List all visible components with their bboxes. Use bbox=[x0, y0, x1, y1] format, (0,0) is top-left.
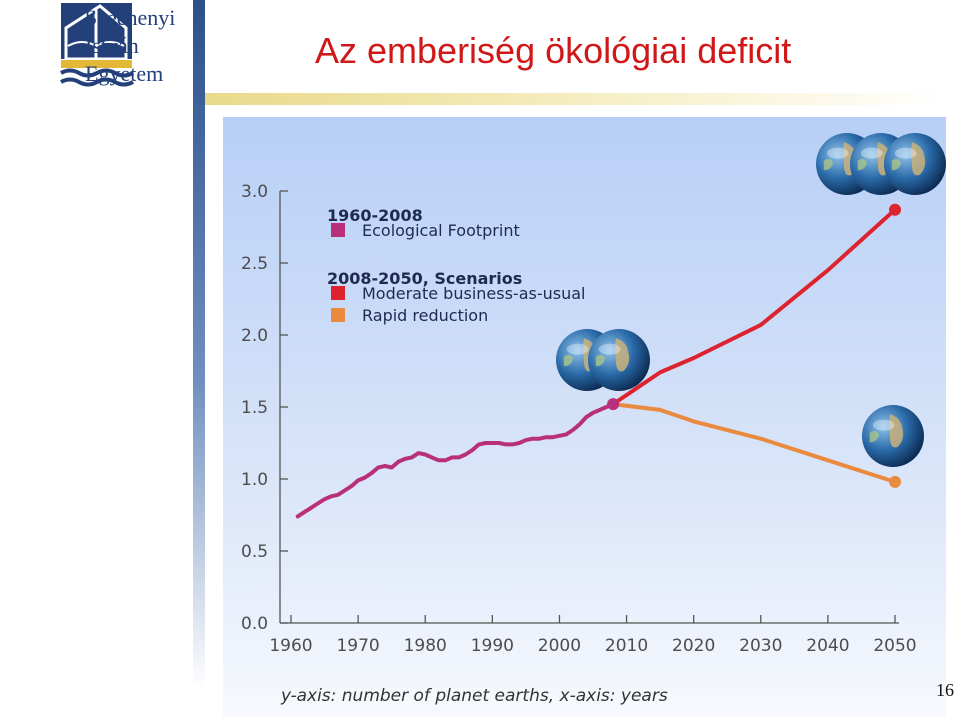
x-tick-label: 2010 bbox=[605, 636, 648, 656]
earth-cloud bbox=[566, 343, 589, 355]
legend-swatch bbox=[331, 308, 345, 322]
chart-caption: y-axis: number of planet earths, x-axis:… bbox=[280, 686, 668, 706]
x-tick-label: 2030 bbox=[739, 636, 782, 656]
y-tick-label: 2.5 bbox=[241, 254, 268, 274]
footprint-chart: 0.0 0.5 1.0 1.5 2.0 2.5 3.0 1960 1970 1980 1990 200… bbox=[241, 133, 946, 706]
legend-group-title: 2008-2050, Scenarios bbox=[327, 269, 522, 288]
series-end-marker bbox=[607, 398, 620, 411]
legend-group-title: 1960-2008 bbox=[327, 206, 423, 225]
logo-line-2: István bbox=[85, 33, 139, 58]
x-tick-label: 2000 bbox=[538, 636, 581, 656]
earth-landmass bbox=[563, 354, 574, 367]
y-tick-label: 1.5 bbox=[241, 398, 268, 418]
earth-icon bbox=[862, 405, 924, 467]
slide-title: Az emberiség ökológiai deficit bbox=[315, 30, 792, 71]
legend-label: Ecological Footprint bbox=[362, 221, 520, 240]
y-tick-label: 2.0 bbox=[241, 326, 268, 346]
x-tick-label: 2040 bbox=[806, 636, 849, 656]
page-number: 16 bbox=[936, 680, 954, 700]
earth-icon bbox=[884, 133, 946, 195]
horizontal-accent-bar bbox=[205, 93, 945, 105]
earth-landmass bbox=[823, 158, 834, 171]
x-tick-label: 1990 bbox=[471, 636, 514, 656]
series-line-ecological-footprint bbox=[295, 402, 616, 519]
legend-swatch bbox=[331, 286, 345, 300]
earth-landmass bbox=[869, 430, 880, 443]
university-name: Széchenyi István Egyetem bbox=[85, 4, 175, 88]
earth-cloud bbox=[872, 419, 895, 431]
y-tick-label: 1.0 bbox=[241, 470, 268, 490]
logo-line-3: Egyetem bbox=[85, 61, 164, 86]
earth-landmass bbox=[595, 354, 606, 367]
legend-swatch bbox=[331, 223, 345, 237]
y-tick-label: 0.5 bbox=[241, 542, 268, 562]
x-tick-label: 1960 bbox=[269, 636, 312, 656]
y-tick-label: 3.0 bbox=[241, 182, 268, 202]
x-tick-label: 2020 bbox=[672, 636, 715, 656]
earth-cloud bbox=[894, 147, 917, 159]
earth-landmass bbox=[911, 142, 926, 176]
chart-panel: 0.0 0.5 1.0 1.5 2.0 2.5 3.0 1960 1970 1980 1990 200… bbox=[223, 117, 946, 717]
earth-cloud bbox=[598, 343, 621, 355]
university-logo bbox=[60, 3, 134, 87]
earth-landmass bbox=[891, 158, 902, 171]
earth-landmass bbox=[615, 338, 630, 372]
x-tick-label: 2050 bbox=[873, 636, 916, 656]
earth-landmass bbox=[857, 158, 868, 171]
series-line-moderate-business-as-usual bbox=[611, 207, 897, 407]
x-tick-label: 1970 bbox=[336, 636, 379, 656]
series-line-rapid-reduction bbox=[611, 402, 897, 484]
logo-line-1: Széchenyi bbox=[85, 5, 176, 30]
earth-cloud bbox=[860, 147, 883, 159]
x-tick-label: 1980 bbox=[404, 636, 447, 656]
legend-label: Moderate business-as-usual bbox=[362, 284, 585, 303]
vertical-accent-bar bbox=[193, 0, 205, 690]
series-end-marker bbox=[889, 475, 901, 488]
earth-cloud bbox=[826, 147, 849, 159]
earth-icon bbox=[588, 329, 650, 391]
series-end-marker bbox=[889, 203, 901, 216]
y-tick-label: 0.0 bbox=[241, 614, 268, 634]
earth-landmass bbox=[889, 414, 904, 448]
legend-label: Rapid reduction bbox=[362, 306, 488, 325]
